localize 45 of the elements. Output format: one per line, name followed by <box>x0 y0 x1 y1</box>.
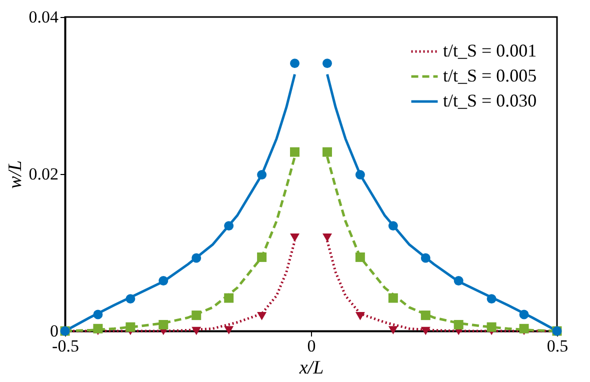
y-tick-label: 0.04 <box>28 8 59 26</box>
point <box>158 276 168 286</box>
point <box>519 324 529 334</box>
point <box>257 252 267 262</box>
point <box>519 310 529 320</box>
point <box>420 253 430 263</box>
legend-label: t/t_S = 0.001 <box>443 40 537 60</box>
point <box>388 293 398 303</box>
point <box>290 58 300 68</box>
point <box>158 320 168 330</box>
point <box>322 147 332 157</box>
point <box>486 322 496 332</box>
point <box>224 221 234 231</box>
point <box>388 326 398 334</box>
point <box>322 233 332 242</box>
legend-label: t/t_S = 0.005 <box>443 66 537 86</box>
point <box>322 58 332 68</box>
x-tick-label: 0 <box>307 336 316 356</box>
point <box>126 322 136 332</box>
point <box>192 326 202 336</box>
y-axis-title: w/L <box>4 160 26 189</box>
point <box>290 147 300 157</box>
point <box>93 324 103 334</box>
point <box>420 310 430 320</box>
legend-label: t/t_S = 0.030 <box>443 90 537 110</box>
point <box>454 276 464 286</box>
x-axis-title: x/L <box>298 358 324 378</box>
point <box>224 326 234 334</box>
point <box>290 233 300 242</box>
point <box>192 310 202 320</box>
point <box>192 253 202 263</box>
point <box>355 252 365 262</box>
point <box>355 312 365 320</box>
point <box>93 310 103 320</box>
point <box>355 170 365 180</box>
point <box>126 294 136 304</box>
point <box>486 294 496 304</box>
y-tick-label: 0.02 <box>28 164 58 184</box>
x-tick-label: 0.5 <box>546 336 568 356</box>
point <box>388 221 398 231</box>
point <box>454 320 464 330</box>
point <box>224 293 234 303</box>
point <box>257 170 267 180</box>
point <box>420 326 430 336</box>
point <box>257 312 267 320</box>
